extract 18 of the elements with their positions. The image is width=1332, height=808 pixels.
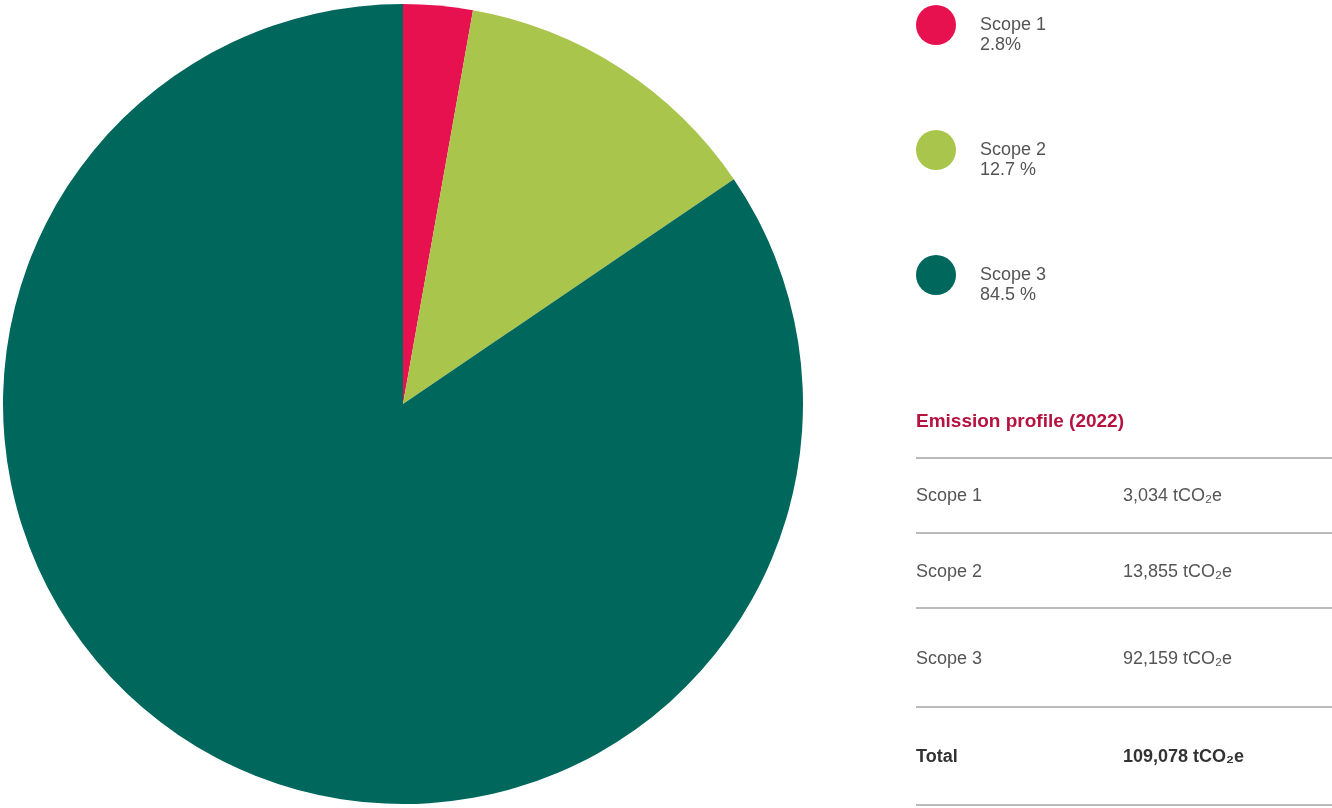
- data-label: 84.5 %: [980, 284, 1037, 304]
- text: Scope 2: [916, 561, 983, 581]
- data-label: 12.7 %: [980, 159, 1037, 179]
- pie-slice: [3, 4, 803, 804]
- legend-label: Scope 1: [980, 14, 1047, 34]
- legend-label: Scope 3: [980, 264, 1047, 284]
- text: Scope 1: [916, 485, 983, 505]
- text: Scope 3: [916, 648, 983, 668]
- data-label: 2.8%: [980, 34, 1022, 54]
- pie-slice: [403, 10, 734, 404]
- text: 3,034 tCO₂e: [1123, 485, 1223, 505]
- text: 109,078 tCO₂e: [1123, 746, 1245, 766]
- text: Emission profile (2022): [916, 410, 1125, 431]
- pie-slice: [403, 4, 474, 404]
- legend-label: Scope 2: [980, 139, 1047, 159]
- text: 13,855 tCO₂e: [1123, 561, 1233, 581]
- text: 92,159 tCO₂e: [1123, 648, 1233, 668]
- text: Total: [916, 746, 958, 766]
